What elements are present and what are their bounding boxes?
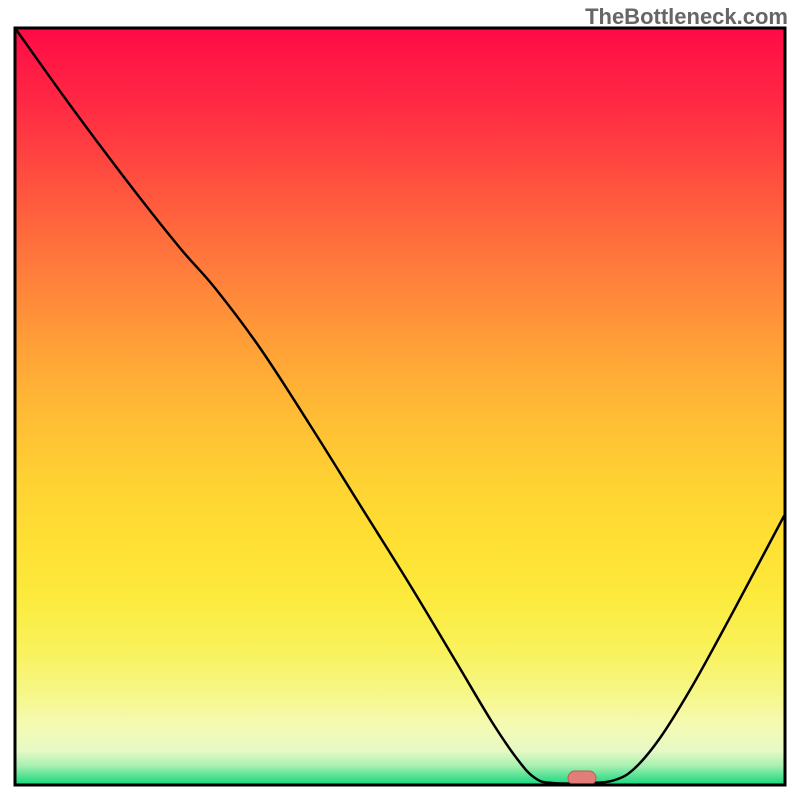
- watermark-text: TheBottleneck.com: [585, 4, 788, 30]
- bottleneck-chart: [0, 0, 800, 800]
- chart-container: TheBottleneck.com: [0, 0, 800, 800]
- gradient-background: [15, 28, 785, 785]
- optimal-marker: [568, 771, 596, 785]
